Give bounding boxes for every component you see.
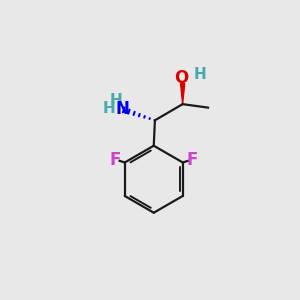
Text: O: O <box>174 69 189 87</box>
Text: H: H <box>194 67 206 82</box>
Text: N: N <box>116 100 130 118</box>
Text: F: F <box>187 151 198 169</box>
Polygon shape <box>181 83 185 104</box>
Text: F: F <box>110 151 121 169</box>
Text: H: H <box>102 101 115 116</box>
Text: H: H <box>109 93 122 108</box>
